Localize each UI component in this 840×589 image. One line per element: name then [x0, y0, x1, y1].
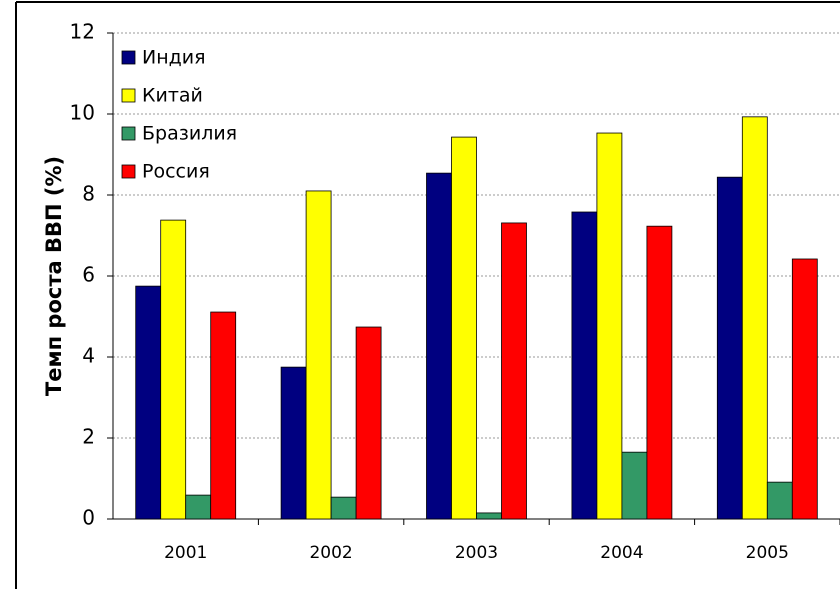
x-tick-label: 2002 — [309, 543, 352, 563]
y-tick-label: 4 — [82, 344, 95, 368]
bar — [185, 494, 212, 520]
bar — [355, 326, 382, 520]
legend-swatch — [121, 164, 136, 179]
bar — [305, 190, 332, 520]
x-tick-label: 2003 — [455, 543, 498, 563]
bar — [330, 496, 357, 520]
legend-label: Китай — [142, 85, 203, 107]
bar — [766, 481, 793, 520]
x-tick-label: 2001 — [164, 543, 207, 563]
legend-swatch — [121, 88, 136, 103]
x-tick-label: 2004 — [600, 543, 643, 563]
y-tick-label: 12 — [70, 20, 95, 44]
y-axis-label: Темп роста ВВП (%) — [42, 156, 66, 396]
legend-swatch — [121, 126, 136, 141]
y-tick-label: 6 — [82, 263, 95, 287]
legend-swatch — [121, 50, 136, 65]
x-tick-label: 2005 — [746, 543, 789, 563]
y-tick-label: 2 — [82, 425, 95, 449]
bar — [501, 222, 527, 520]
bar — [451, 136, 477, 520]
y-tick-label: 10 — [70, 101, 95, 125]
legend-label: Бразилия — [142, 123, 237, 145]
bar — [210, 311, 237, 520]
bar — [716, 176, 743, 520]
bar — [426, 172, 452, 520]
bar — [741, 116, 768, 520]
y-tick-label: 8 — [82, 182, 95, 206]
bar — [596, 132, 623, 520]
legend-label: Россия — [142, 161, 210, 183]
bar — [476, 512, 502, 520]
bar — [135, 285, 162, 520]
bar — [646, 225, 673, 520]
bar — [160, 219, 187, 520]
bar — [621, 451, 648, 520]
bar — [791, 258, 818, 520]
legend-label: Индия — [142, 47, 206, 69]
bar — [280, 366, 307, 520]
y-tick-label: 0 — [82, 506, 95, 530]
bar — [571, 211, 598, 520]
